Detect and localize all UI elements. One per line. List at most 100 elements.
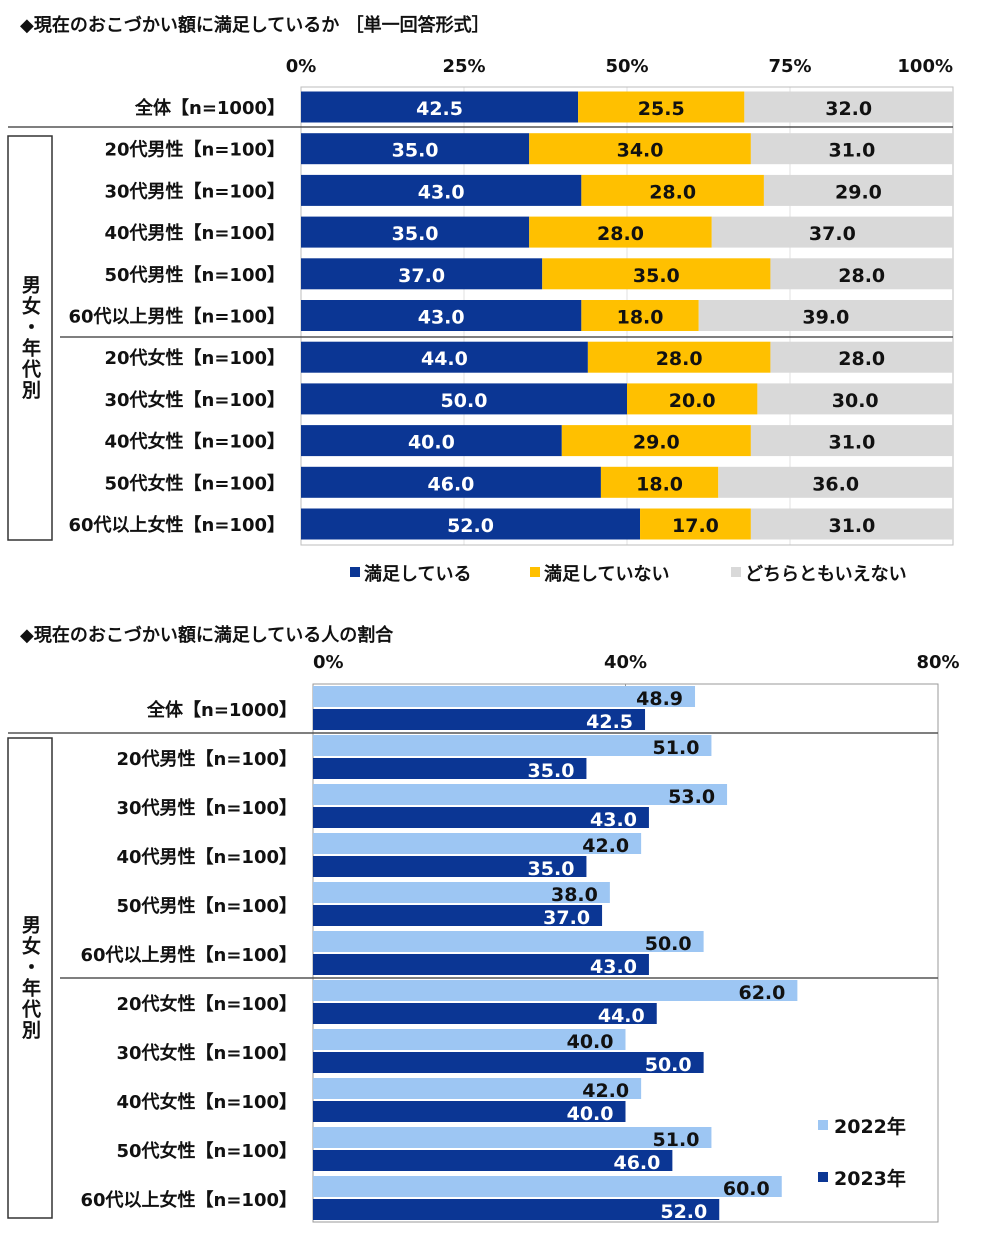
data-label: 42.0 bbox=[582, 835, 629, 857]
bar-segment-2 bbox=[711, 216, 953, 248]
category-label: 50代女性【n=100】 bbox=[104, 472, 285, 494]
x-tick-label: 25% bbox=[442, 56, 485, 77]
bar-segment-1 bbox=[581, 174, 764, 206]
data-label: 40.0 bbox=[567, 1031, 614, 1053]
bar-2022 bbox=[313, 1127, 712, 1148]
x-tick-label: 80% bbox=[916, 652, 959, 673]
data-label: 40.0 bbox=[567, 1103, 614, 1125]
data-label: 43.0 bbox=[590, 956, 637, 978]
data-label: 35.0 bbox=[528, 760, 575, 782]
data-label: 28.0 bbox=[656, 348, 703, 370]
bar-2022 bbox=[313, 1029, 626, 1050]
bar-segment-2 bbox=[763, 174, 953, 206]
bar-segment-0 bbox=[301, 174, 582, 206]
data-label: 48.9 bbox=[636, 688, 683, 710]
group-label: 男女・年代別 bbox=[19, 915, 42, 1041]
bar-segment-2 bbox=[718, 466, 953, 498]
bar-segment-1 bbox=[529, 216, 712, 248]
bar-2023 bbox=[313, 1150, 673, 1171]
group-box bbox=[7, 135, 53, 541]
data-label: 50.0 bbox=[645, 1054, 692, 1076]
chart-title: ◆現在のおこづかい額に満足しているか ［単一回答形式］ bbox=[20, 14, 490, 36]
data-label: 36.0 bbox=[812, 473, 859, 495]
category-label: 60代以上男性【n=100】 bbox=[68, 306, 285, 328]
category-label: 全体【n=1000】 bbox=[146, 699, 297, 721]
data-label: 37.0 bbox=[809, 223, 856, 245]
data-label: 39.0 bbox=[802, 307, 849, 329]
bar-2022 bbox=[313, 735, 712, 756]
category-label: 50代男性【n=100】 bbox=[116, 895, 297, 917]
data-label: 42.5 bbox=[416, 98, 463, 120]
bar-segment-1 bbox=[587, 341, 771, 373]
data-label: 50.0 bbox=[441, 390, 488, 412]
data-label: 52.0 bbox=[447, 515, 494, 537]
bar-segment-1 bbox=[529, 133, 751, 165]
bar-2023 bbox=[313, 1101, 626, 1122]
data-label: 46.0 bbox=[613, 1152, 660, 1174]
bar-segment-2 bbox=[757, 383, 953, 415]
data-label: 18.0 bbox=[636, 473, 683, 495]
bar-segment-0 bbox=[301, 466, 601, 498]
data-label: 35.0 bbox=[392, 140, 439, 162]
bar-2022 bbox=[313, 980, 798, 1001]
data-label: 53.0 bbox=[668, 786, 715, 808]
data-label: 50.0 bbox=[645, 933, 692, 955]
category-label: 60代以上女性【n=100】 bbox=[68, 514, 285, 536]
bar-segment-1 bbox=[600, 466, 719, 498]
data-label: 51.0 bbox=[653, 1129, 700, 1151]
bar-segment-0 bbox=[301, 341, 588, 373]
bar-2023 bbox=[313, 1199, 720, 1220]
data-label: 35.0 bbox=[633, 265, 680, 287]
bar-segment-0 bbox=[301, 258, 543, 290]
bar-segment-0 bbox=[301, 216, 530, 248]
data-label: 43.0 bbox=[418, 181, 465, 203]
bar-2023 bbox=[313, 1003, 657, 1024]
data-label: 29.0 bbox=[633, 432, 680, 454]
legend-label: どちらともいえない bbox=[745, 564, 907, 585]
category-label: 60代以上男性【n=100】 bbox=[80, 944, 297, 966]
data-label: 46.0 bbox=[428, 473, 475, 495]
data-label: 40.0 bbox=[408, 432, 455, 454]
bar-2023 bbox=[313, 856, 587, 877]
bar-segment-0 bbox=[301, 91, 579, 123]
data-label: 34.0 bbox=[617, 140, 664, 162]
category-label: 30代男性【n=100】 bbox=[116, 797, 297, 819]
bar-segment-0 bbox=[301, 508, 641, 540]
data-label: 43.0 bbox=[418, 307, 465, 329]
bar-2023 bbox=[313, 758, 587, 779]
bar-segment-1 bbox=[542, 258, 771, 290]
data-label: 31.0 bbox=[828, 432, 875, 454]
bar-2023 bbox=[313, 905, 603, 926]
data-label: 18.0 bbox=[617, 307, 664, 329]
data-label: 32.0 bbox=[825, 98, 872, 120]
x-tick-label: 40% bbox=[604, 652, 647, 673]
data-label: 42.5 bbox=[586, 711, 633, 733]
category-label: 40代女性【n=100】 bbox=[116, 1091, 297, 1113]
data-label: 31.0 bbox=[828, 515, 875, 537]
legend-swatch bbox=[731, 567, 741, 577]
data-label: 29.0 bbox=[835, 181, 882, 203]
category-label: 50代女性【n=100】 bbox=[116, 1140, 297, 1162]
bar-segment-1 bbox=[561, 425, 751, 457]
data-label: 44.0 bbox=[421, 348, 468, 370]
bar-2022 bbox=[313, 1176, 782, 1197]
x-tick-label: 0% bbox=[313, 652, 344, 673]
category-label: 40代男性【n=100】 bbox=[116, 846, 297, 868]
data-label: 17.0 bbox=[672, 515, 719, 537]
bar-2022 bbox=[313, 931, 704, 952]
bar-segment-2 bbox=[750, 133, 953, 165]
bar-2022 bbox=[313, 784, 728, 805]
bar-2023 bbox=[313, 1052, 704, 1073]
legend-swatch bbox=[350, 567, 360, 577]
category-label: 40代女性【n=100】 bbox=[104, 431, 285, 453]
chart-title: ◆現在のおこづかい額に満足している人の割合 bbox=[20, 624, 394, 646]
category-label: 20代男性【n=100】 bbox=[116, 748, 297, 770]
x-tick-label: 100% bbox=[897, 56, 953, 77]
bar-2022 bbox=[313, 686, 696, 707]
legend-swatch bbox=[530, 567, 540, 577]
category-label: 50代男性【n=100】 bbox=[104, 264, 285, 286]
data-label: 25.5 bbox=[638, 98, 685, 120]
bar-segment-1 bbox=[627, 383, 758, 415]
data-label: 52.0 bbox=[660, 1201, 707, 1223]
